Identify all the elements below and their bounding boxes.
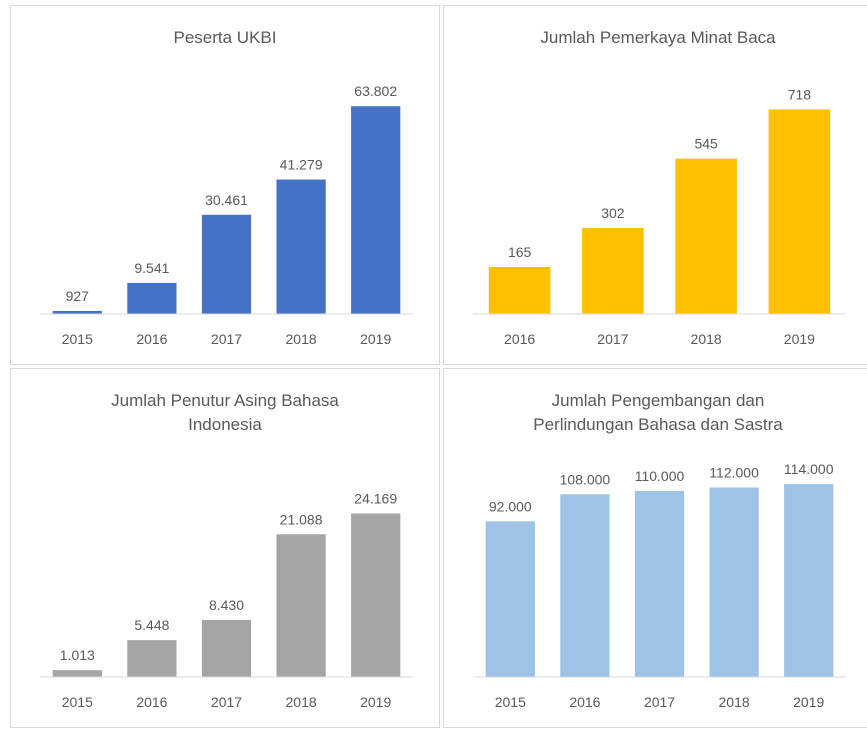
bar bbox=[276, 534, 326, 677]
value-label: 8.430 bbox=[209, 597, 244, 613]
value-label: 112.000 bbox=[709, 465, 759, 481]
x-tick-label: 2019 bbox=[784, 331, 815, 347]
x-tick-label: 2018 bbox=[691, 331, 722, 347]
value-label: 927 bbox=[66, 288, 90, 304]
bar bbox=[709, 487, 759, 677]
value-label: 92.000 bbox=[489, 498, 532, 514]
x-tick-label: 2017 bbox=[211, 694, 242, 710]
x-tick-label: 2017 bbox=[211, 331, 242, 347]
bar bbox=[634, 490, 685, 677]
value-label: 41.279 bbox=[280, 157, 323, 173]
x-tick-label: 2018 bbox=[286, 331, 317, 347]
bar bbox=[488, 266, 551, 314]
x-tick-label: 2019 bbox=[793, 694, 824, 710]
chart-panel: Jumlah Pemerkaya Minat Baca 165 2016 302 20… bbox=[443, 5, 867, 365]
chart: 927 2015 9.541 2016 30.461 2017 41.279 2018 63.8… bbox=[40, 83, 413, 347]
bar bbox=[784, 484, 834, 677]
bar bbox=[201, 214, 252, 314]
chart-title: Jumlah Pengembangan dan Perlindungan Bah… bbox=[533, 391, 783, 434]
chart-title: Peserta UKBI bbox=[173, 28, 277, 47]
value-label: 1.013 bbox=[60, 647, 95, 663]
value-label: 5.448 bbox=[134, 617, 169, 633]
value-label: 21.088 bbox=[280, 511, 323, 527]
bar bbox=[52, 670, 102, 677]
bar bbox=[52, 310, 102, 314]
x-tick-label: 2019 bbox=[360, 331, 391, 347]
x-tick-label: 2018 bbox=[719, 694, 750, 710]
x-tick-label: 2015 bbox=[495, 694, 526, 710]
bar bbox=[127, 640, 177, 677]
bar bbox=[485, 521, 535, 677]
x-tick-label: 2019 bbox=[360, 694, 391, 710]
chart-title: Jumlah Pemerkaya Minat Baca bbox=[540, 28, 776, 47]
bar bbox=[582, 227, 644, 314]
x-tick-label: 2018 bbox=[286, 694, 317, 710]
bar bbox=[276, 179, 326, 314]
chart: 92.000 2015 108.000 2016 110.000 2017 112.000 2… bbox=[473, 461, 846, 710]
value-label: 302 bbox=[601, 205, 625, 221]
value-label: 63.802 bbox=[354, 83, 397, 99]
value-label: 24.169 bbox=[354, 490, 397, 506]
x-tick-label: 2017 bbox=[597, 331, 628, 347]
bar bbox=[768, 109, 831, 315]
value-label: 545 bbox=[694, 136, 718, 152]
bar bbox=[351, 513, 401, 677]
x-tick-label: 2015 bbox=[62, 331, 93, 347]
chart-panel: Jumlah Pengembangan dan Perlindungan Bah… bbox=[443, 368, 867, 728]
x-tick-label: 2015 bbox=[62, 694, 93, 710]
bar bbox=[351, 106, 401, 314]
value-label: 718 bbox=[788, 86, 812, 102]
x-tick-label: 2016 bbox=[136, 331, 167, 347]
x-tick-label: 2016 bbox=[569, 694, 600, 710]
value-label: 110.000 bbox=[635, 468, 685, 484]
x-tick-label: 2017 bbox=[644, 694, 675, 710]
value-label: 114.000 bbox=[784, 461, 834, 477]
chart: 165 2016 302 2017 545 2018 718 2019 bbox=[473, 86, 846, 347]
bar bbox=[560, 494, 610, 677]
value-label: 165 bbox=[508, 244, 532, 260]
chart-title: Jumlah Penutur Asing Bahasa Indonesia bbox=[111, 391, 339, 434]
value-label: 9.541 bbox=[134, 260, 169, 276]
chart: 1.013 2015 5.448 2016 8.430 2017 21.088 2018 24.… bbox=[40, 490, 413, 710]
bar bbox=[675, 158, 737, 314]
x-tick-label: 2016 bbox=[136, 694, 167, 710]
value-label: 108.000 bbox=[560, 471, 611, 487]
x-tick-label: 2016 bbox=[504, 331, 535, 347]
bar bbox=[201, 619, 252, 677]
value-label: 30.461 bbox=[205, 192, 248, 208]
bar bbox=[127, 282, 177, 314]
chart-panel: Jumlah Penutur Asing Bahasa Indonesia 1.… bbox=[10, 368, 440, 728]
chart-panel: Peserta UKBI 927 2015 9.541 2016 30.461 2017 4… bbox=[10, 5, 440, 365]
